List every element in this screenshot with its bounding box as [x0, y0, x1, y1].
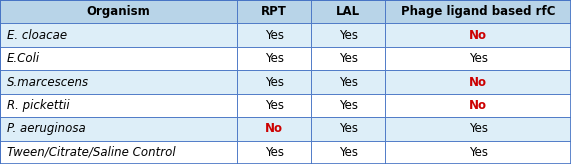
- Text: No: No: [469, 29, 487, 42]
- Text: Yes: Yes: [339, 29, 358, 42]
- Text: No: No: [469, 99, 487, 112]
- Text: Tween/Citrate/Saline Control: Tween/Citrate/Saline Control: [7, 146, 175, 159]
- Bar: [311, 117, 385, 141]
- Text: No: No: [469, 75, 487, 89]
- Text: RPT: RPT: [261, 5, 287, 18]
- Text: S.marcescens: S.marcescens: [7, 75, 89, 89]
- Bar: [0, 94, 237, 117]
- Bar: [311, 23, 385, 47]
- Bar: [0, 47, 237, 70]
- Text: E. cloacae: E. cloacae: [7, 29, 67, 42]
- Text: Yes: Yes: [339, 75, 358, 89]
- Bar: [0, 23, 237, 47]
- Bar: [311, 70, 385, 94]
- Text: Yes: Yes: [264, 75, 284, 89]
- Text: Yes: Yes: [469, 146, 488, 159]
- Bar: [237, 94, 311, 117]
- Text: Yes: Yes: [264, 29, 284, 42]
- Bar: [237, 0, 311, 23]
- Text: Phage ligand based rfC: Phage ligand based rfC: [401, 5, 556, 18]
- Bar: [385, 70, 571, 94]
- Text: Yes: Yes: [339, 52, 358, 65]
- Bar: [385, 47, 571, 70]
- Bar: [311, 47, 385, 70]
- Bar: [385, 0, 571, 23]
- Text: Yes: Yes: [469, 52, 488, 65]
- Bar: [237, 23, 311, 47]
- Text: E.Coli: E.Coli: [7, 52, 40, 65]
- Text: Yes: Yes: [264, 99, 284, 112]
- Bar: [385, 117, 571, 141]
- Text: Yes: Yes: [264, 146, 284, 159]
- Bar: [237, 70, 311, 94]
- Bar: [311, 94, 385, 117]
- Bar: [0, 141, 237, 164]
- Text: Yes: Yes: [339, 146, 358, 159]
- Text: R. pickettii: R. pickettii: [7, 99, 70, 112]
- Text: P. aeruginosa: P. aeruginosa: [7, 122, 86, 135]
- Bar: [385, 141, 571, 164]
- Bar: [311, 141, 385, 164]
- Text: Organism: Organism: [87, 5, 150, 18]
- Text: No: No: [265, 122, 283, 135]
- Text: LAL: LAL: [336, 5, 360, 18]
- Bar: [311, 0, 385, 23]
- Text: Yes: Yes: [339, 122, 358, 135]
- Text: Yes: Yes: [469, 122, 488, 135]
- Bar: [385, 94, 571, 117]
- Bar: [237, 47, 311, 70]
- Bar: [237, 117, 311, 141]
- Bar: [385, 23, 571, 47]
- Text: Yes: Yes: [264, 52, 284, 65]
- Text: Yes: Yes: [339, 99, 358, 112]
- Bar: [0, 0, 237, 23]
- Bar: [237, 141, 311, 164]
- Bar: [0, 70, 237, 94]
- Bar: [0, 117, 237, 141]
